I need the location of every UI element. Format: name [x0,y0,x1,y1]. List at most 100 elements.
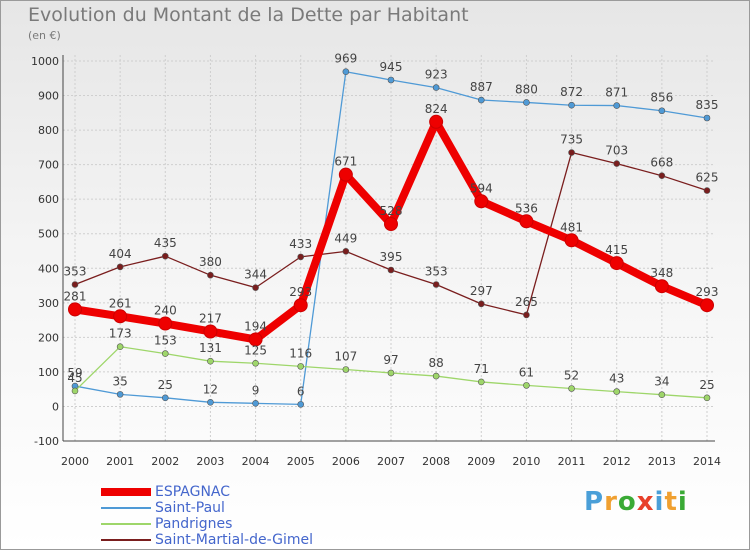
data-label: 265 [515,295,538,309]
data-point [207,357,214,365]
data-point [158,316,173,331]
data-point [568,149,575,156]
data-point [207,399,214,406]
data-point [68,302,82,317]
data-label: 71 [474,362,489,376]
data-label: 344 [244,268,267,282]
data-point [203,324,218,339]
data-point [432,84,440,91]
data-point [161,350,169,357]
data-label: 59 [67,366,82,380]
legend-swatch [101,488,151,496]
y-tick-label: 700 [38,159,59,172]
logo-letter: i [677,487,688,517]
data-label: 97 [383,353,398,367]
data-point [207,271,214,279]
data-point [429,114,444,129]
data-label: 625 [696,171,719,185]
data-label: 194 [244,319,267,333]
data-point [252,359,259,367]
unit-label: (en €) [28,29,61,42]
data-point [568,101,575,109]
logo-letter: t [664,487,678,517]
data-point [387,266,395,274]
x-tick-label: 2008 [422,455,450,468]
data-point [161,252,169,260]
data-point [654,279,669,294]
data-point [113,309,128,324]
data-point [338,167,353,182]
data-point [477,378,485,386]
y-tick-label: 600 [38,193,59,206]
y-tick-label: 0 [52,400,59,413]
x-tick-label: 2005 [287,455,315,468]
data-point [700,298,714,313]
x-tick-label: 2003 [196,455,224,468]
data-label: 528 [380,204,403,218]
data-point [477,96,485,104]
data-point [252,284,259,291]
data-label: 380 [199,255,222,269]
data-point [703,187,711,194]
data-point [658,391,666,399]
data-label: 668 [650,156,673,170]
data-point [519,214,534,229]
data-point [703,114,711,122]
data-point [432,281,440,288]
data-label: 703 [605,144,628,158]
data-label: 923 [425,68,448,82]
data-label: 88 [429,356,444,370]
x-tick-label: 2009 [467,455,495,468]
logo-letter: r [604,487,618,517]
data-label: 12 [203,382,218,396]
data-point [613,160,621,167]
x-tick-label: 2007 [377,455,405,468]
data-label: 34 [654,375,669,389]
data-point [71,387,79,395]
data-label: 52 [564,368,579,382]
data-label: 449 [334,231,357,245]
data-point [342,248,350,255]
data-label: 835 [696,98,719,112]
data-label: 261 [109,296,132,310]
data-label: 880 [515,82,538,96]
y-tick-label: 900 [38,90,59,103]
data-label: 9 [252,383,260,397]
data-point [297,253,305,261]
legend-swatch [101,523,151,525]
data-label: 536 [515,201,538,215]
y-tick-label: 1000 [31,55,59,68]
x-tick-label: 2004 [242,455,270,468]
data-label: 945 [380,60,403,74]
data-point [613,388,621,395]
data-point [658,107,666,115]
legend-swatch [101,539,151,541]
data-label: 45 [67,371,82,385]
data-point [252,400,259,407]
y-tick-label: 300 [38,297,59,310]
data-label: 281 [64,289,87,303]
data-point [387,369,395,377]
data-point [477,300,485,308]
data-label: 173 [109,327,132,341]
data-label: 116 [289,346,312,360]
data-label: 735 [560,133,583,147]
data-point [658,172,666,179]
y-tick-label: 800 [38,124,59,137]
data-point [613,102,621,109]
data-label: 125 [244,343,267,357]
data-label: 415 [605,243,628,257]
legend-label: ESPAGNAC [155,484,231,500]
data-point [116,263,124,271]
data-label: 293 [696,285,719,299]
x-tick-label: 2012 [603,455,631,468]
data-label: 35 [113,374,128,388]
data-point [116,391,124,398]
data-label: 872 [560,85,583,99]
data-point [703,394,711,402]
data-label: 348 [650,266,673,280]
x-tick-label: 2000 [61,455,89,468]
series-layer [68,68,714,408]
y-tick-label: 100 [38,366,59,379]
